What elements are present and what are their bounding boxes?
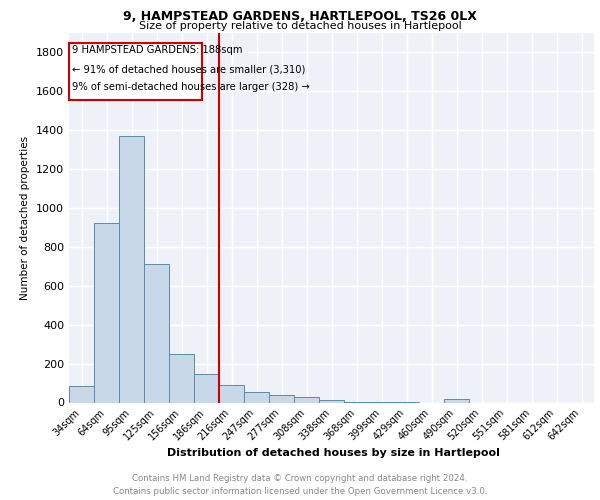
Text: 9% of semi-detached houses are larger (328) →: 9% of semi-detached houses are larger (3… — [72, 82, 310, 92]
Bar — [169, 354, 194, 403]
Text: 9, HAMPSTEAD GARDENS, HARTLEPOOL, TS26 0LX: 9, HAMPSTEAD GARDENS, HARTLEPOOL, TS26 0… — [123, 10, 477, 23]
Text: Size of property relative to detached houses in Hartlepool: Size of property relative to detached ho… — [139, 21, 461, 31]
Text: Contains HM Land Registry data © Crown copyright and database right 2024.
Contai: Contains HM Land Registry data © Crown c… — [113, 474, 487, 496]
Bar — [69, 386, 94, 402]
Bar — [194, 374, 219, 402]
Bar — [269, 395, 294, 402]
Bar — [444, 399, 469, 402]
Y-axis label: Number of detached properties: Number of detached properties — [20, 136, 31, 300]
Bar — [244, 392, 269, 402]
Bar — [94, 224, 119, 402]
Bar — [119, 136, 144, 402]
Bar — [219, 386, 244, 402]
Text: 9 HAMPSTEAD GARDENS: 188sqm: 9 HAMPSTEAD GARDENS: 188sqm — [72, 45, 242, 55]
Bar — [144, 264, 169, 402]
Text: ← 91% of detached houses are smaller (3,310): ← 91% of detached houses are smaller (3,… — [72, 64, 305, 74]
Bar — [319, 400, 344, 402]
Text: Distribution of detached houses by size in Hartlepool: Distribution of detached houses by size … — [167, 448, 499, 458]
Bar — [294, 396, 319, 402]
FancyBboxPatch shape — [69, 43, 202, 100]
